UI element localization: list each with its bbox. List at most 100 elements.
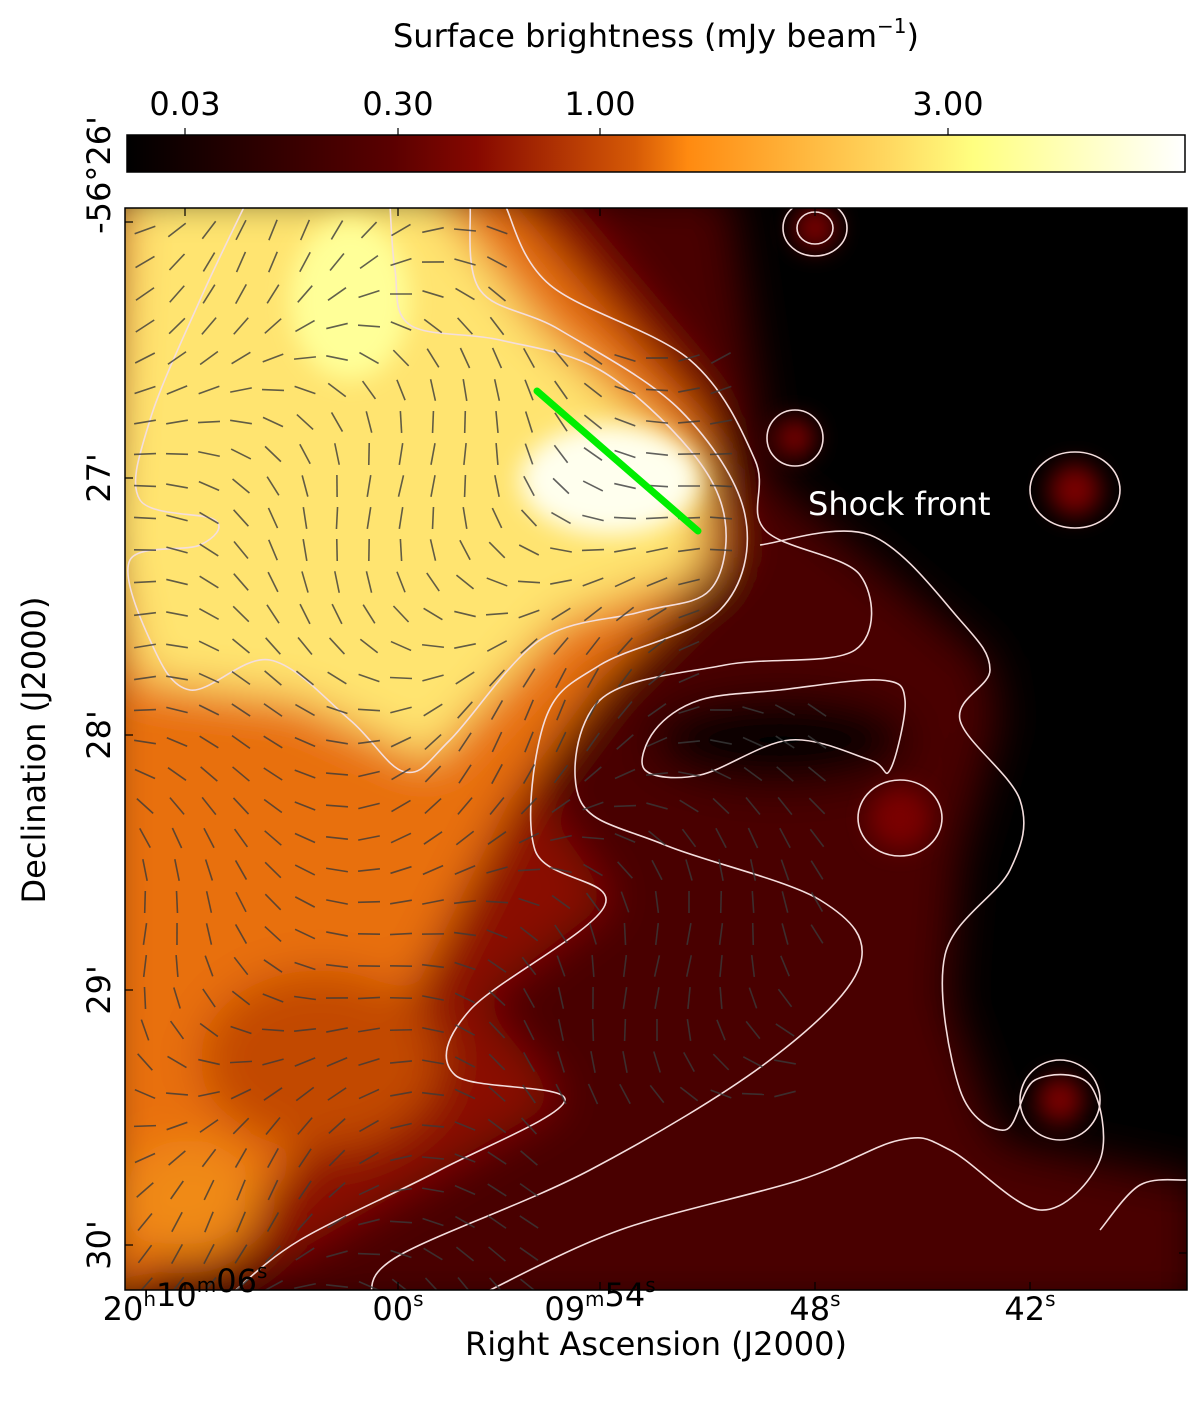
polarization-vector: [454, 992, 476, 1004]
polarization-vector: [230, 1088, 252, 1100]
polarization-vector: [266, 1212, 280, 1232]
contour-line: [1099, 1178, 1187, 1231]
polarization-vector: [719, 890, 723, 914]
polarization-vector: [396, 379, 406, 401]
polarization-vector: [174, 859, 180, 881]
polarization-vector: [165, 1092, 189, 1096]
polarization-vector: [231, 351, 251, 365]
polarization-vector: [264, 925, 282, 943]
polarization-vector: [421, 643, 445, 649]
polarization-vector: [202, 988, 216, 1008]
polarization-vector: [613, 804, 637, 808]
polarization-vector: [142, 859, 148, 881]
colorbar-label: Surface brightness (mJy beam−1): [393, 14, 919, 55]
polarization-vector: [750, 954, 756, 978]
polarization-vector: [232, 478, 250, 494]
polarization-vector: [134, 352, 156, 364]
polarization-vector: [166, 385, 188, 395]
polarization-vector: [294, 864, 316, 876]
polarization-vector: [327, 1215, 347, 1229]
polarization-vector: [749, 859, 757, 881]
polarization-vector: [550, 547, 572, 553]
polarization-vector: [357, 324, 381, 328]
x-tick-label: 48s: [789, 1287, 840, 1328]
polarization-vector: [555, 667, 567, 689]
polarization-vector: [325, 1284, 349, 1288]
polarization-vector: [359, 254, 379, 270]
polarization-vector: [334, 571, 340, 593]
polarization-vector: [463, 410, 467, 434]
polarization-vector: [235, 251, 247, 273]
polarization-vector: [365, 571, 373, 593]
polarization-vector: [170, 1243, 184, 1265]
polarization-vector: [390, 1122, 412, 1130]
polarization-vector: [201, 220, 217, 240]
polarization-vector: [431, 506, 435, 530]
polarization-vector: [198, 608, 220, 620]
polarization-vector: [166, 706, 188, 714]
polarization-vector: [203, 1243, 215, 1265]
polarization-vector: [326, 739, 348, 745]
polarization-vector: [167, 1055, 187, 1069]
polarization-vector: [709, 548, 733, 552]
polarization-vector: [134, 1088, 156, 1100]
polarization-vector: [389, 1187, 413, 1193]
polarization-vector: [617, 637, 633, 655]
polarization-vector: [328, 637, 346, 655]
polarization-vector: [168, 317, 186, 335]
polarization-vector: [166, 483, 188, 489]
polarization-vector: [491, 507, 503, 529]
polarization-vector: [614, 449, 636, 459]
polarization-vector: [264, 318, 282, 334]
polarization-vector: [268, 219, 278, 241]
polarization-vector: [487, 1151, 507, 1165]
polarization-vector: [522, 347, 536, 369]
y-tick-label: 30': [80, 1220, 118, 1270]
polarization-vector: [143, 986, 147, 1010]
polarization-vector: [553, 637, 569, 655]
polarization-vector: [555, 1083, 567, 1105]
polarization-vector: [486, 640, 508, 652]
polarization-vector: [683, 1051, 695, 1073]
polarization-vector: [398, 507, 404, 529]
polarization-vector: [235, 891, 247, 913]
polarization-vector: [134, 419, 156, 425]
x-axis-label: Right Ascension (J2000): [465, 1325, 847, 1363]
polarization-vector: [647, 703, 667, 717]
polarization-vector: [718, 922, 724, 946]
polarization-vector: [199, 1022, 219, 1038]
polarization-vector: [236, 1179, 246, 1201]
polarization-vector: [679, 799, 699, 813]
polarization-vector: [333, 443, 341, 465]
polarization-vector: [646, 802, 668, 810]
polarization-vector: [651, 859, 663, 881]
polarization-vector: [358, 673, 380, 683]
polarization-vector: [267, 1179, 279, 1201]
polarization-vector: [678, 609, 700, 619]
polarization-vector: [553, 444, 569, 464]
polarization-vector: [166, 514, 188, 522]
polarization-vector: [230, 448, 252, 460]
polarization-vector: [583, 447, 603, 461]
polarization-vector: [327, 287, 347, 301]
polarization-vector: [169, 797, 185, 815]
polarization-vector: [719, 954, 723, 978]
polarization-vector: [520, 509, 538, 527]
polarization-vector: [777, 988, 793, 1008]
polarization-vector: [390, 832, 412, 844]
polarization-vector: [495, 410, 499, 434]
polarization-vector: [583, 414, 603, 430]
polarization-vector: [614, 576, 636, 588]
surface-brightness-map: Shock front: [125, 208, 1187, 1290]
polarization-vector: [328, 1182, 346, 1198]
polarization-vector: [137, 1244, 153, 1264]
polarization-vector: [781, 923, 789, 945]
polarization-vector: [173, 987, 181, 1009]
polarization-vector: [429, 379, 437, 401]
polarization-vector: [616, 734, 634, 750]
polarization-vector: [522, 987, 536, 1009]
polarization-vector: [199, 511, 219, 525]
polarization-vector: [167, 351, 187, 365]
polarization-vector: [137, 1212, 153, 1232]
